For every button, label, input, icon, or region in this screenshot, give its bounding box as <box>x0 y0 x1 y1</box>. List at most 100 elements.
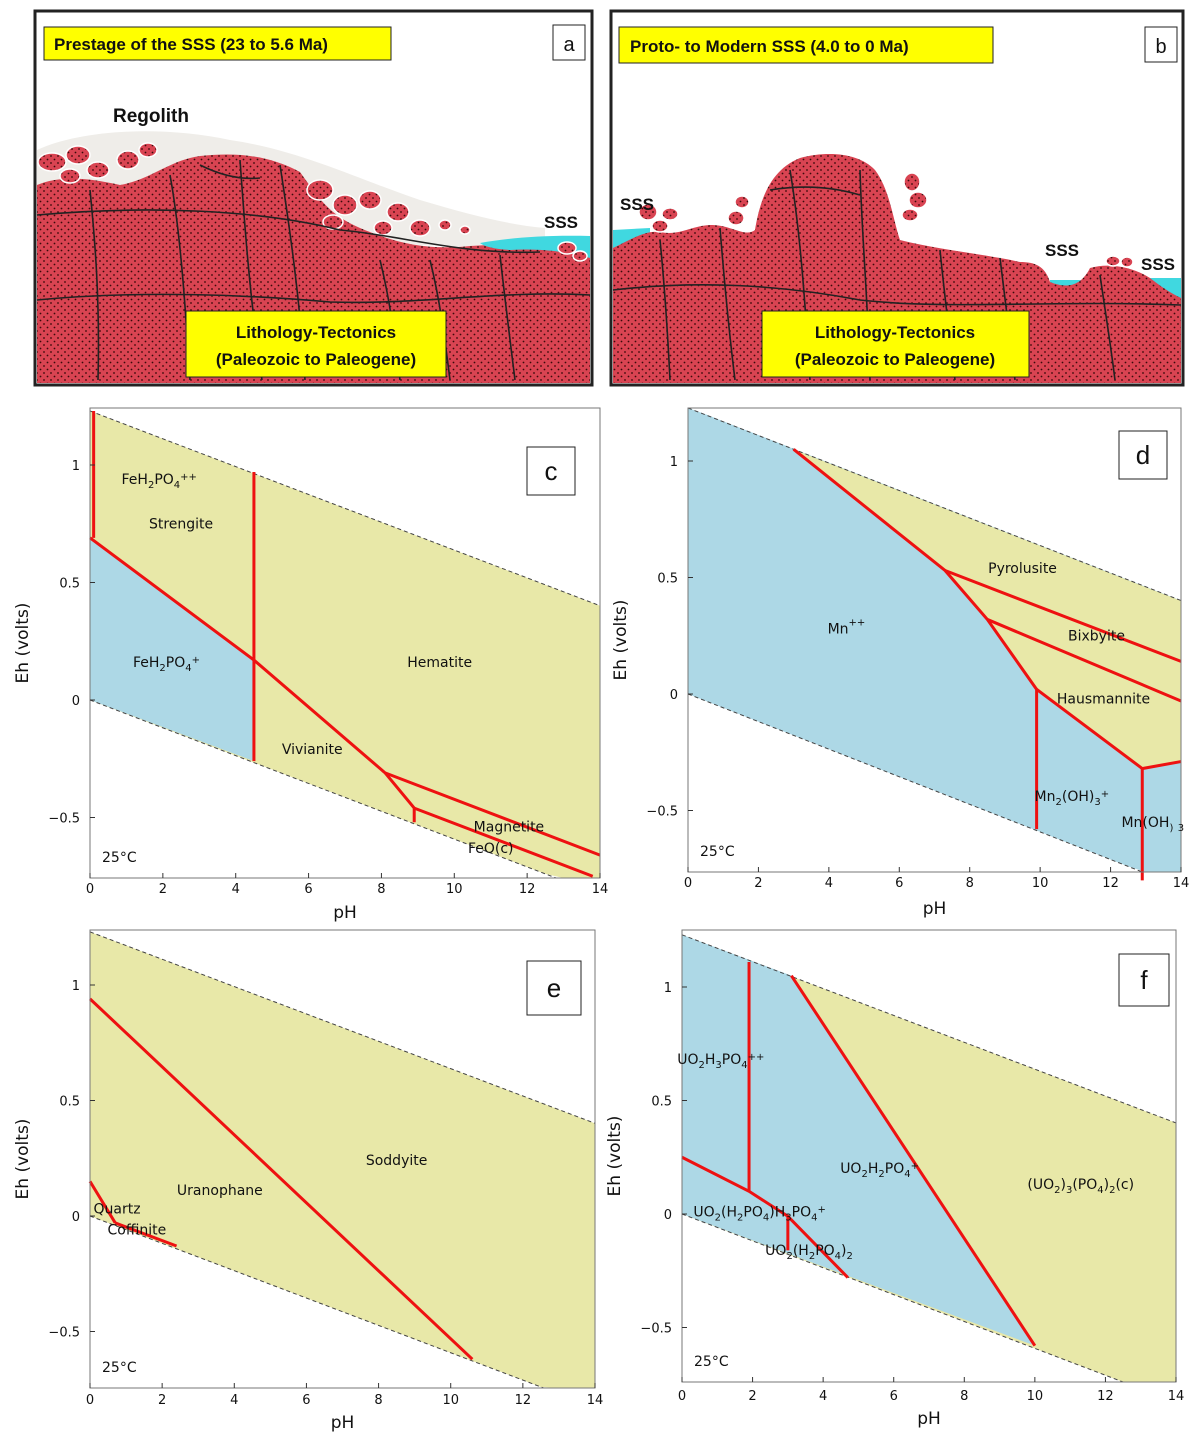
sss-label-b2: SSS <box>1045 241 1079 260</box>
x-axis-label-c: pH <box>333 903 357 923</box>
phase-boundary-f-3 <box>790 974 1037 1347</box>
field-label-c-3: Hematite <box>407 655 472 671</box>
x-tick-label-c-2: 4 <box>232 882 240 897</box>
x-tick-label-e-0: 0 <box>86 1393 94 1408</box>
y-tick-label-e-0: 1 <box>72 979 80 994</box>
plot-border-d <box>687 407 1182 873</box>
upper-water-line-d <box>687 407 1182 601</box>
field-label-part: 3 <box>1178 823 1184 834</box>
field-label-part: 3 <box>1094 797 1100 808</box>
field-label-part: UO <box>840 1161 861 1177</box>
x-tick-label-e-5: 10 <box>442 1393 459 1408</box>
field-label-d-5: Mn(OH) 3 <box>1121 815 1184 834</box>
field-label-d-3: Hausmannite <box>1057 691 1150 707</box>
x-tick-label-d-1: 2 <box>754 876 762 891</box>
field-label-part: 2 <box>715 1212 721 1223</box>
x-tick-label-f-1: 2 <box>748 1389 756 1404</box>
y-tick-label-c-0: 1 <box>72 459 80 474</box>
lithology-line2-a: (Paleozoic to Paleogene) <box>216 350 416 369</box>
y-tick-label-e-1: 0.5 <box>59 1095 80 1110</box>
aqueous-field-f <box>682 934 1035 1346</box>
field-label-c-2: FeH2PO4+ <box>133 655 200 674</box>
x-tick-label-c-6: 12 <box>519 882 536 897</box>
panel-letter-box-f <box>1118 953 1170 1007</box>
panel-a-letter: a <box>563 34 575 56</box>
phase-boundary-d-1 <box>944 569 1182 663</box>
temperature-label-d: 25°C <box>700 844 735 860</box>
panel-letter-box-e <box>526 960 582 1016</box>
phase-boundary-e-2 <box>114 1221 178 1248</box>
field-label-part: 2 <box>737 1212 743 1223</box>
x-tick-label-c-3: 6 <box>304 882 312 897</box>
panel-b-cross-section: Proto- to Modern SSS (4.0 to 0 Ma) b SSS… <box>609 9 1185 387</box>
panel-letter-d: d <box>1136 440 1150 470</box>
water-stability-field-d <box>688 408 1181 872</box>
field-label-part: Hausmannite <box>1057 691 1150 707</box>
x-tick-label-f-6: 12 <box>1097 1389 1114 1404</box>
field-label-part: )H <box>769 1204 785 1220</box>
x-tick-label-f-0: 0 <box>678 1389 686 1404</box>
panel-a-title-box <box>43 26 392 61</box>
lithology-box-b <box>761 310 1030 378</box>
field-label-part: 3 <box>785 1212 791 1223</box>
pourbaix-diagram-c: 0 2 4 6 8 10 12 14 1 0.5 0 −0.5 pH Eh (volts) 25°C c FeH… <box>13 407 608 923</box>
pourbaix-diagram-e: 0 2 4 6 8 10 12 14 1 0.5 0 −0.5 pH Eh (volts) 25°C e Sod… <box>13 929 603 1433</box>
x-tick-label-d-3: 6 <box>895 876 903 891</box>
field-label-part: (H <box>721 1204 737 1220</box>
field-label-part: Coffinite <box>108 1222 167 1238</box>
field-label-d-0: Pyrolusite <box>988 561 1057 577</box>
field-label-part: FeO(c) <box>468 841 514 857</box>
field-label-part: (c) <box>1115 1177 1134 1193</box>
field-label-part: 4 <box>811 1212 817 1223</box>
field-label-part: PO <box>815 1243 834 1259</box>
field-label-part: Mn(OH <box>1121 815 1169 831</box>
y-tick-label-f-2: 0 <box>664 1208 672 1223</box>
temperature-label-f: 25°C <box>694 1354 729 1370</box>
field-label-part: Bixbyite <box>1068 628 1125 644</box>
field-label-part: 4 <box>185 663 191 674</box>
y-tick-label-d-2: 0 <box>670 688 678 703</box>
field-label-part: Strengite <box>149 516 213 532</box>
field-label-part: ) <box>1060 1177 1065 1193</box>
field-label-part: + <box>817 1204 825 1215</box>
field-label-part: PO <box>722 1052 741 1068</box>
regolith-label: Regolith <box>113 106 189 127</box>
y-axis-label-f: Eh (volts) <box>605 1116 625 1197</box>
y-tick-label-e-2: 0 <box>72 1210 80 1225</box>
field-label-part: Magnetite <box>474 820 545 836</box>
phase-boundary-c-1 <box>89 536 601 857</box>
panel-b-title-box <box>618 26 994 64</box>
x-tick-label-e-2: 4 <box>230 1393 238 1408</box>
field-label-d-2: Bixbyite <box>1068 628 1125 644</box>
x-tick-label-e-1: 2 <box>158 1393 166 1408</box>
field-label-e-2: Quartz <box>94 1202 141 1218</box>
field-label-part: Uranophane <box>177 1183 263 1199</box>
field-label-part: PO <box>154 472 173 488</box>
panel-a-title: Prestage of the SSS (23 to 5.6 Ma) <box>54 35 328 54</box>
y-tick-label-f-3: −0.5 <box>640 1322 672 1337</box>
boulders-b <box>638 172 1134 268</box>
water-stability-field-e <box>90 931 595 1388</box>
x-tick-label-e-4: 8 <box>374 1393 382 1408</box>
pourbaix-diagram-d: 0 2 4 6 8 10 12 14 1 0.5 0 −0.5 pH Eh (volts) 25°C d Pyr… <box>611 407 1189 919</box>
field-label-part: ) <box>1169 823 1173 834</box>
y-tick-label-d-0: 1 <box>670 455 678 470</box>
panel-b-letter: b <box>1155 36 1166 58</box>
field-label-part: Mn <box>1035 789 1056 805</box>
field-label-f-2: (UO2)3(PO4)2(c) <box>1027 1177 1134 1196</box>
lower-water-line-e <box>89 1215 544 1389</box>
field-label-part: Hematite <box>407 655 472 671</box>
phase-boundary-c-4 <box>413 806 594 878</box>
panel-letter-c: c <box>545 456 558 486</box>
field-label-part: FeH <box>133 655 159 671</box>
panel-letter-box-c <box>526 446 576 496</box>
field-label-c-6: FeO(c) <box>468 841 514 857</box>
field-label-part: ) <box>841 1243 846 1259</box>
field-label-e-1: Uranophane <box>177 1183 263 1199</box>
x-tick-label-c-0: 0 <box>86 882 94 897</box>
field-label-c-5: Magnetite <box>474 820 545 836</box>
x-tick-label-c-4: 8 <box>377 882 385 897</box>
field-label-part: 4 <box>174 480 180 491</box>
field-label-part: PO <box>792 1204 811 1220</box>
